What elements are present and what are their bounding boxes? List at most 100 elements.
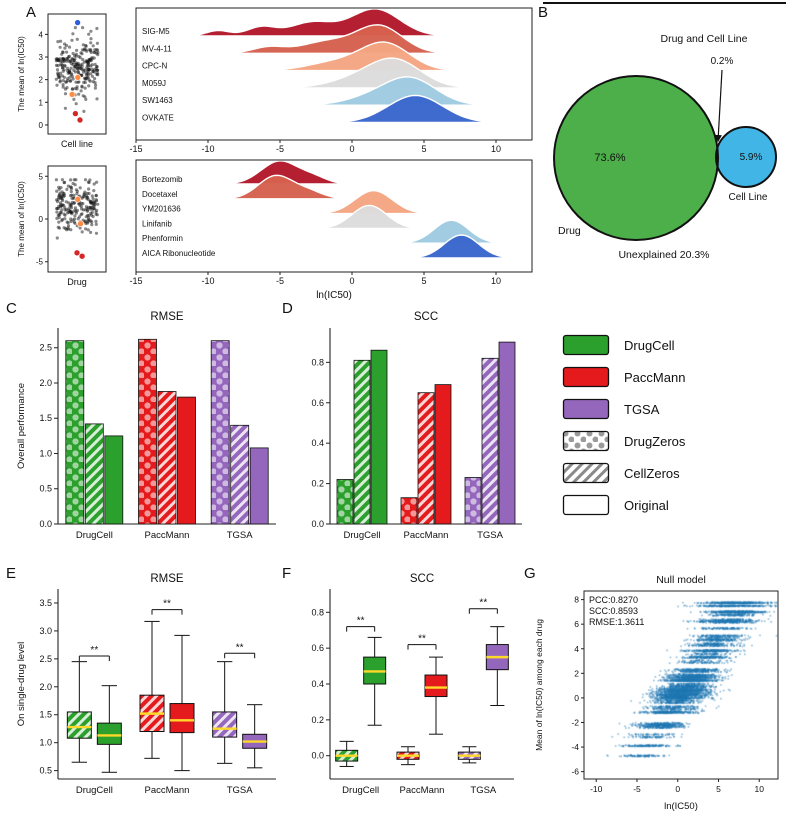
legend-item-Original: Original <box>562 494 782 516</box>
svg-text:SCC: SCC <box>410 573 434 585</box>
legend-swatch-solid <box>562 334 610 356</box>
svg-text:**: ** <box>418 634 426 645</box>
ridge-Bortezomib <box>136 160 532 185</box>
svg-text:Bortezomib: Bortezomib <box>142 175 183 184</box>
svg-text:PaccMann: PaccMann <box>400 785 445 796</box>
svg-text:MV-4-11: MV-4-11 <box>142 44 172 53</box>
panel-label-c: C <box>6 300 17 317</box>
bar-DrugCell-CellZeros <box>84 423 104 525</box>
svg-text:2.5: 2.5 <box>39 654 52 664</box>
ridge-Docetaxel <box>136 174 532 200</box>
bar-DrugCell-Original <box>104 435 124 525</box>
panel-d-bar-chart: 0.0 0.2 0.4 0.6 0.8 SCC DrugCell PaccMann TGSA <box>311 311 522 541</box>
svg-text:-15: -15 <box>129 276 142 286</box>
svg-text:0: 0 <box>675 784 680 794</box>
svg-text:ln(IC50): ln(IC50) <box>664 801 698 812</box>
legend-item-PaccMann: PaccMann <box>562 366 782 388</box>
top-rule <box>543 2 786 4</box>
svg-text:**: ** <box>357 616 365 627</box>
strip-points <box>54 19 100 124</box>
svg-text:PCC:0.8270: PCC:0.8270 <box>589 595 638 605</box>
box-PaccMann-Original <box>424 674 448 698</box>
svg-text:0: 0 <box>349 276 354 286</box>
svg-text:Overall performance: Overall performance <box>16 383 27 469</box>
panel-g-axes: -10 -5 0 5 10 -6 -4 -2 0 2 4 6 8 Null model ln(IC50) Me… <box>534 574 779 812</box>
svg-text:TGSA: TGSA <box>477 530 504 541</box>
svg-text:Mean of ln(IC50) among each dr: Mean of ln(IC50) among each drug <box>534 619 544 751</box>
svg-text:0.0: 0.0 <box>39 519 52 529</box>
svg-text:YM201636: YM201636 <box>142 205 181 214</box>
svg-text:Docetaxel: Docetaxel <box>142 190 178 199</box>
svg-text:DrugCell: DrugCell <box>76 530 113 541</box>
box-PaccMann-Original <box>169 703 195 734</box>
svg-text:0.5: 0.5 <box>39 766 52 776</box>
svg-text:2: 2 <box>39 76 44 85</box>
svg-text:DrugCell: DrugCell <box>344 530 381 541</box>
svg-text:2: 2 <box>574 668 579 678</box>
svg-text:-10: -10 <box>201 276 214 286</box>
legend-label: PaccMann <box>624 369 686 385</box>
svg-text:0.0: 0.0 <box>311 519 324 529</box>
legend-item-CellZeros: CellZeros <box>562 462 782 484</box>
bar-TGSA-CellZeros <box>230 424 250 525</box>
ridge-MV-4-11 <box>136 24 532 54</box>
ridge-OVKATE <box>136 94 532 124</box>
legend-swatch-dots <box>562 430 610 452</box>
svg-text:AICA Ribonucleotide: AICA Ribonucleotide <box>142 249 216 258</box>
legend-swatch-plain <box>562 494 610 516</box>
svg-text:PaccMann: PaccMann <box>145 530 190 541</box>
ridge-M059J <box>136 57 532 89</box>
svg-text:6: 6 <box>574 619 579 629</box>
ridge-Linifanib <box>136 204 532 230</box>
svg-text:-5: -5 <box>276 276 284 286</box>
svg-text:-10: -10 <box>201 144 214 154</box>
svg-text:Drug: Drug <box>558 225 581 237</box>
panel-e-box-plot: 0.5 1.0 1.5 2.0 2.5 3.0 3.5 RMSE On single-drug … <box>16 573 276 796</box>
box-TGSA-CellZeros <box>212 711 238 738</box>
legend-label: DrugZeros <box>624 433 686 449</box>
svg-text:0: 0 <box>39 121 44 130</box>
svg-text:3.0: 3.0 <box>39 626 52 636</box>
ridge-SIG-M5 <box>136 8 532 37</box>
svg-text:0.6: 0.6 <box>311 398 324 408</box>
svg-text:Drug: Drug <box>67 277 87 287</box>
svg-text:10: 10 <box>755 784 765 794</box>
panel-label-f: F <box>282 565 292 582</box>
bar-PaccMann-CellZeros <box>417 392 435 525</box>
bar-DrugCell-CellZeros <box>353 359 371 525</box>
ridge-Phenformin <box>136 219 532 244</box>
svg-text:0: 0 <box>574 693 579 703</box>
scatter-points-canvas <box>584 591 778 779</box>
legend-item-TGSA: TGSA <box>562 398 782 420</box>
svg-text:RMSE:1.3611: RMSE:1.3611 <box>589 617 644 627</box>
bar-DrugCell-DrugZeros <box>336 479 354 525</box>
strip-points <box>54 178 100 260</box>
svg-text:M059J: M059J <box>142 79 166 88</box>
svg-text:SCC: SCC <box>414 311 438 323</box>
bar-TGSA-Original <box>249 447 269 525</box>
ridge-CPC-N <box>136 41 532 72</box>
svg-text:-15: -15 <box>129 144 142 154</box>
svg-text:-2: -2 <box>571 717 579 727</box>
svg-text:0: 0 <box>349 144 354 154</box>
svg-text:10: 10 <box>491 144 501 154</box>
svg-text:0.5: 0.5 <box>39 484 52 494</box>
svg-text:5: 5 <box>421 276 426 286</box>
svg-text:SW1463: SW1463 <box>142 96 173 105</box>
svg-text:SCC:0.8593: SCC:0.8593 <box>589 606 638 616</box>
bar-TGSA-DrugZeros <box>210 340 230 525</box>
svg-text:Phenformin: Phenformin <box>142 234 183 243</box>
legend-label: DrugCell <box>624 337 675 353</box>
svg-text:**: ** <box>236 642 244 653</box>
svg-text:Drug and Cell Line: Drug and Cell Line <box>661 33 748 45</box>
ridge-rows <box>136 160 532 259</box>
svg-text:RMSE: RMSE <box>150 573 184 585</box>
svg-text:0: 0 <box>39 215 44 224</box>
bar-TGSA-DrugZeros <box>464 477 482 525</box>
ridge-rows <box>136 8 532 124</box>
svg-text:The mean of ln(IC50): The mean of ln(IC50) <box>17 181 26 257</box>
overlap-arrow <box>714 69 723 143</box>
bar-DrugCell-Original <box>370 349 388 525</box>
svg-text:1.0: 1.0 <box>39 738 52 748</box>
